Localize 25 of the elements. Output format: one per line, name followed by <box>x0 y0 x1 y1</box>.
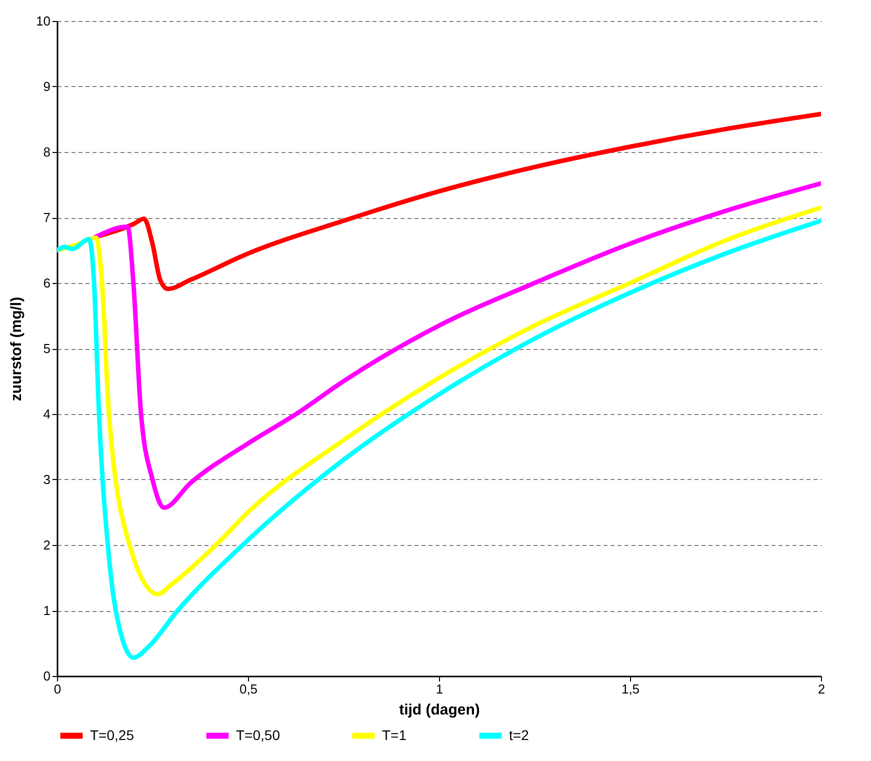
y-tick-label: 7 <box>43 210 50 225</box>
legend-label: t=2 <box>509 726 530 743</box>
y-tick-label: 2 <box>43 538 50 552</box>
x-tick-label: 2 <box>818 682 826 696</box>
legend-label: T=0,25 <box>90 726 134 743</box>
x-axis-title: tijd (dagen) <box>399 702 480 718</box>
x-tick-label: 1,5 <box>621 682 640 696</box>
x-tick-label: 0 <box>54 682 62 696</box>
y-tick-label: 4 <box>43 406 50 422</box>
legend-label: T=1 <box>382 726 407 743</box>
y-tick-label: 9 <box>43 79 50 94</box>
y-tick-label: 0 <box>43 668 50 684</box>
line-series <box>92 181 821 510</box>
y-tick-label: 5 <box>43 341 50 356</box>
x-tick-label: 1 <box>436 682 444 696</box>
y-tick-label: 3 <box>43 472 50 487</box>
y-tick-label: 8 <box>43 144 50 160</box>
y-tick-label: 6 <box>43 276 50 290</box>
legend-label: T=0,50 <box>236 726 280 743</box>
line-series <box>57 205 821 596</box>
x-tick-label: 0,5 <box>239 682 258 696</box>
y-axis-title: zuurstof (mg/l) <box>8 296 26 402</box>
line-series <box>57 218 821 660</box>
y-tick-label: 10 <box>36 14 50 28</box>
y-tick-label: 1 <box>43 603 50 618</box>
